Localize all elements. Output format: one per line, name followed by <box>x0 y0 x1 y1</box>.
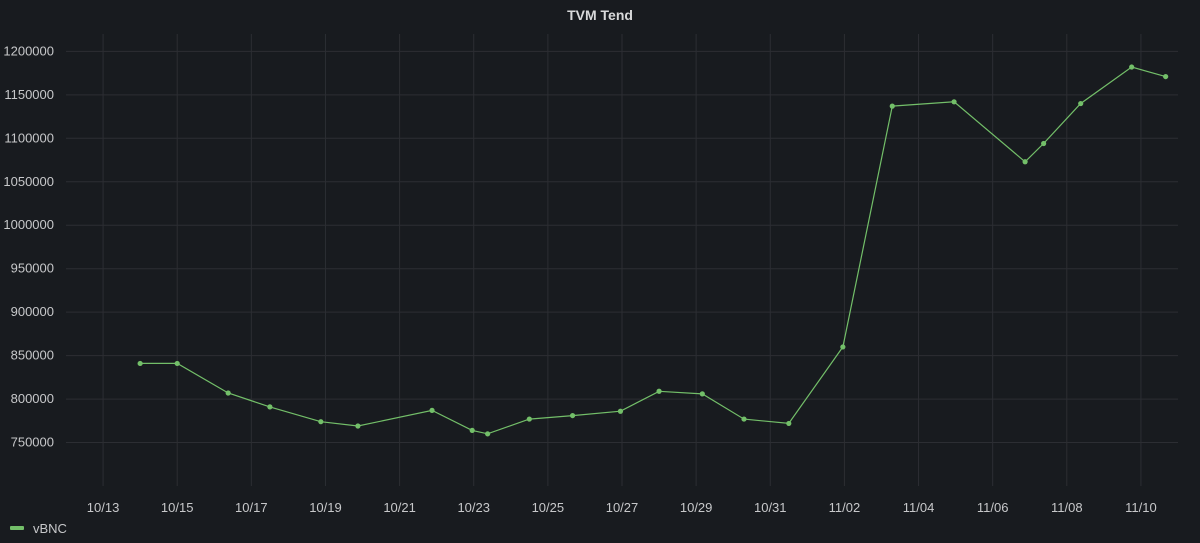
data-point[interactable] <box>569 412 576 419</box>
x-tick-label: 11/10 <box>1125 500 1157 515</box>
y-tick-label: 800000 <box>11 391 54 406</box>
x-tick-label: 11/08 <box>1051 500 1083 515</box>
x-tick-label: 10/25 <box>532 500 565 515</box>
data-point[interactable] <box>840 344 846 350</box>
data-point[interactable] <box>267 404 273 410</box>
data-point[interactable] <box>469 427 475 433</box>
legend-item-vbnc[interactable]: vBNC <box>10 519 67 537</box>
legend-label: vBNC <box>33 520 67 536</box>
data-point[interactable] <box>526 416 532 422</box>
y-tick-label: 950000 <box>11 261 54 276</box>
data-point[interactable] <box>174 360 180 367</box>
data-point[interactable] <box>1078 100 1084 107</box>
data-point[interactable] <box>225 390 231 396</box>
data-point[interactable] <box>1129 64 1135 70</box>
data-point[interactable] <box>1041 140 1047 147</box>
x-tick-label: 11/06 <box>977 500 1009 515</box>
x-tick-label: 11/04 <box>903 500 935 515</box>
x-tick-label: 10/19 <box>309 500 342 515</box>
data-point[interactable] <box>699 391 705 397</box>
x-tick-label: 10/31 <box>754 500 787 515</box>
series-line-vbnc <box>140 66 1166 435</box>
x-grid <box>102 34 1142 486</box>
data-point[interactable] <box>485 431 491 437</box>
y-axis: 750000 800000 850000 900000 950000 1000000 105… <box>3 43 54 449</box>
series-group <box>137 64 1169 437</box>
legend-swatch <box>10 526 24 530</box>
y-tick-label: 1200000 <box>3 43 54 58</box>
x-tick-label: 10/15 <box>161 500 194 515</box>
data-point[interactable] <box>786 420 792 427</box>
y-tick-label: 1000000 <box>3 217 54 232</box>
x-tick-label: 11/02 <box>829 500 861 515</box>
data-point[interactable] <box>617 408 624 414</box>
panel-title: TVM Tend <box>567 7 633 23</box>
x-tick-label: 10/23 <box>457 500 490 515</box>
x-tick-label: 10/21 <box>383 500 416 515</box>
y-tick-label: 1100000 <box>4 130 54 145</box>
x-tick-label: 10/13 <box>87 500 120 515</box>
data-point[interactable] <box>1022 159 1028 165</box>
data-point[interactable] <box>656 388 662 394</box>
y-tick-label: 900000 <box>11 304 54 319</box>
y-tick-label: 1150000 <box>4 87 54 102</box>
data-point[interactable] <box>137 360 143 367</box>
x-tick-label: 10/29 <box>680 500 713 515</box>
x-tick-label: 10/27 <box>606 500 639 515</box>
y-tick-label: 1050000 <box>3 174 54 189</box>
data-point[interactable] <box>318 419 324 425</box>
x-axis: 10/13 10/15 10/17 10/19 10/21 10/23 10/25 10/27… <box>87 500 1157 515</box>
data-point[interactable] <box>741 416 747 422</box>
x-tick-label: 10/17 <box>235 500 268 515</box>
y-tick-label: 750000 <box>11 435 54 450</box>
data-point[interactable] <box>951 99 957 105</box>
data-point[interactable] <box>889 103 895 109</box>
y-tick-label: 850000 <box>11 348 54 363</box>
data-point[interactable] <box>355 423 361 429</box>
data-point[interactable] <box>429 407 435 413</box>
data-point[interactable] <box>1163 73 1169 80</box>
